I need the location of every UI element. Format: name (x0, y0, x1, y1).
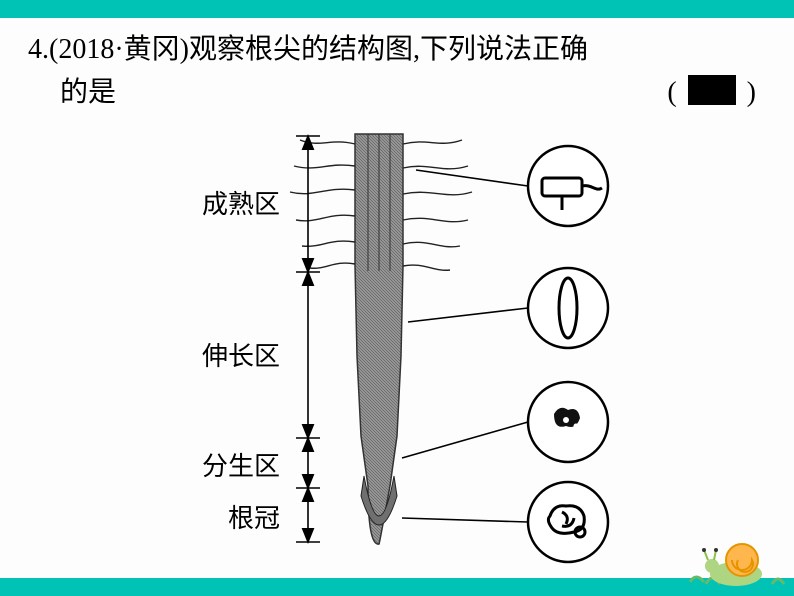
question-number: 4. (28, 28, 49, 71)
answer-blackbox (688, 75, 736, 105)
question-block: 4. (2018·黄冈) 观察根尖的结构图,下列说法正确 的是 ( ) (0, 18, 794, 115)
callout-circles (528, 146, 608, 562)
question-source: (2018·黄冈) (49, 28, 189, 71)
label-elongation-zone: 伸长区 (202, 336, 280, 373)
question-line-1: 4. (2018·黄冈) 观察根尖的结构图,下列说法正确 (28, 28, 766, 71)
question-text-2: 的是 (60, 71, 116, 114)
paren-open: ( (667, 77, 676, 108)
label-meristematic-zone: 分生区 (202, 446, 280, 483)
answer-slot: ( ) (116, 71, 766, 114)
callout-leaders (402, 170, 528, 522)
snail-decoration-icon (688, 530, 788, 590)
label-mature-zone: 成熟区 (202, 184, 280, 221)
paren-close: ) (747, 77, 756, 108)
question-line-2: 的是 ( ) (28, 71, 766, 114)
question-text-1: 观察根尖的结构图,下列说法正确 (189, 28, 588, 71)
root-tip-diagram: 成熟区 伸长区 分生区 根冠 (150, 126, 710, 566)
label-root-cap: 根冠 (228, 498, 280, 535)
